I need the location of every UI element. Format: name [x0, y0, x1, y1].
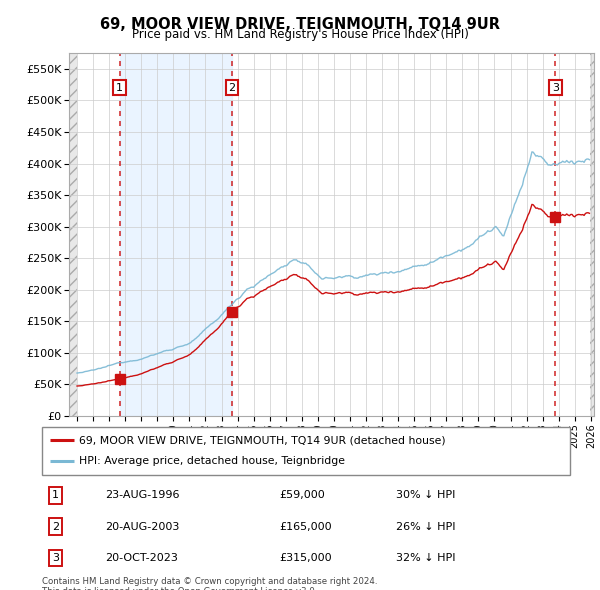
Text: 32% ↓ HPI: 32% ↓ HPI — [396, 553, 455, 563]
Bar — [69, 53, 77, 416]
Text: 2: 2 — [52, 522, 59, 532]
Text: 20-OCT-2023: 20-OCT-2023 — [106, 553, 178, 563]
Text: Price paid vs. HM Land Registry's House Price Index (HPI): Price paid vs. HM Land Registry's House … — [131, 28, 469, 41]
Text: 2: 2 — [229, 83, 235, 93]
Text: £165,000: £165,000 — [280, 522, 332, 532]
Text: 69, MOOR VIEW DRIVE, TEIGNMOUTH, TQ14 9UR (detached house): 69, MOOR VIEW DRIVE, TEIGNMOUTH, TQ14 9U… — [79, 435, 446, 445]
Text: 23-AUG-1996: 23-AUG-1996 — [106, 490, 180, 500]
Text: 3: 3 — [52, 553, 59, 563]
Text: 1: 1 — [52, 490, 59, 500]
Bar — [590, 53, 594, 416]
Text: HPI: Average price, detached house, Teignbridge: HPI: Average price, detached house, Teig… — [79, 457, 345, 467]
Text: 3: 3 — [552, 83, 559, 93]
Text: Contains HM Land Registry data © Crown copyright and database right 2024.
This d: Contains HM Land Registry data © Crown c… — [42, 577, 377, 590]
Text: 69, MOOR VIEW DRIVE, TEIGNMOUTH, TQ14 9UR: 69, MOOR VIEW DRIVE, TEIGNMOUTH, TQ14 9U… — [100, 17, 500, 31]
Text: 1: 1 — [116, 83, 123, 93]
FancyBboxPatch shape — [42, 427, 570, 475]
Text: £315,000: £315,000 — [280, 553, 332, 563]
Text: 30% ↓ HPI: 30% ↓ HPI — [396, 490, 455, 500]
Bar — [119, 53, 232, 416]
Text: 20-AUG-2003: 20-AUG-2003 — [106, 522, 180, 532]
Text: 26% ↓ HPI: 26% ↓ HPI — [396, 522, 455, 532]
Text: £59,000: £59,000 — [280, 490, 325, 500]
